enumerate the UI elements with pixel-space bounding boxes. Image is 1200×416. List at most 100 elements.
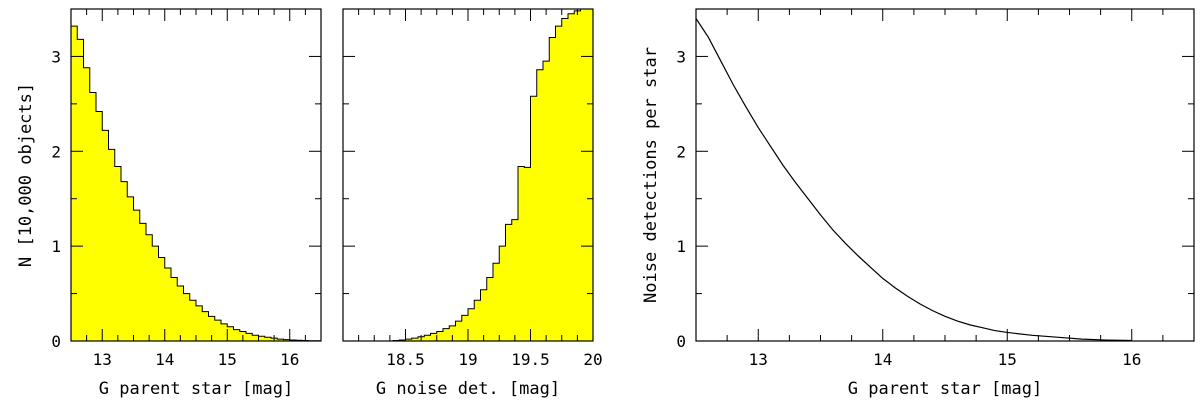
histogram-bar — [555, 26, 563, 342]
histogram-bar — [468, 308, 475, 341]
histogram-outline — [343, 8, 593, 342]
histogram-bar — [580, 9, 588, 341]
x-tick-label: 13 — [93, 350, 112, 369]
y-axis-label-3: Noise detections per star — [641, 47, 661, 303]
histogram-bar — [177, 285, 184, 341]
line-panel-noise-per-star: 13 14 15 16 0 1 2 3 G parent star [mag] Noise d… — [641, 8, 1195, 399]
histogram-bar — [480, 289, 488, 341]
histogram-bar — [430, 333, 438, 341]
x-tick-label: 18.5 — [386, 350, 425, 369]
histogram-bar — [518, 166, 525, 341]
histogram-bar — [158, 257, 166, 341]
x-axis-label-2: G noise det. [mag] — [376, 379, 560, 399]
histogram-bar — [164, 267, 172, 341]
histogram-bar — [102, 130, 109, 341]
histogram-bars-parent-star — [71, 25, 322, 342]
histogram-bar — [443, 328, 450, 341]
y-tick-label: 0 — [676, 332, 686, 351]
histogram-bar — [171, 277, 178, 341]
histogram-bar — [530, 96, 538, 341]
y-axis-label-1: N [10,000 objects] — [16, 83, 36, 267]
histogram-bar — [474, 300, 481, 341]
histogram-bar — [283, 339, 291, 341]
y-tick-label: 2 — [51, 142, 61, 161]
x-tick-label: 15 — [998, 350, 1017, 369]
histogram-bar — [258, 336, 266, 341]
histogram-bar — [511, 219, 519, 341]
x-tick-label: 16 — [280, 350, 299, 369]
histogram-bar — [146, 234, 153, 341]
histogram-bar — [108, 149, 116, 341]
axis-ticks-3: 13 14 15 16 0 1 2 3 — [676, 8, 1195, 369]
histogram-bar — [183, 293, 191, 341]
histogram-bar — [264, 337, 272, 341]
plot-frame-3 — [695, 8, 1195, 342]
histogram-bar — [493, 263, 500, 341]
histogram-bar — [127, 196, 134, 341]
histogram-bar — [114, 166, 122, 341]
x-tick-label: 14 — [155, 350, 174, 369]
histogram-bar — [277, 339, 284, 341]
histogram-bar — [449, 325, 456, 341]
histogram-bar — [436, 331, 444, 341]
histogram-panel-parent-star: 13 14 15 16 0 1 2 3 G parent star [mag] N [10,0… — [16, 8, 322, 399]
y-tick-label: 2 — [676, 142, 686, 161]
y-tick-label: 1 — [676, 237, 686, 256]
histogram-bar — [461, 315, 469, 341]
histogram-bar — [202, 311, 209, 341]
y-tick-label: 3 — [51, 47, 61, 66]
x-tick-label: 19.5 — [511, 350, 550, 369]
histogram-bar — [424, 335, 431, 341]
histogram-bar — [83, 67, 91, 341]
x-tick-label: 19 — [458, 350, 477, 369]
histogram-bar — [214, 320, 222, 341]
histogram-bar — [221, 323, 228, 341]
histogram-bar — [561, 18, 569, 341]
line-series-group — [695, 18, 1132, 342]
histogram-bar — [405, 339, 413, 341]
y-tick-label: 1 — [51, 237, 61, 256]
x-tick-label: 14 — [873, 350, 892, 369]
y-tick-label: 0 — [51, 332, 61, 351]
histogram-bar — [505, 224, 513, 341]
axis-ticks-2: 18.5 19 19.5 20 — [342, 8, 603, 369]
histogram-bar — [227, 326, 234, 341]
histogram-bar — [133, 210, 141, 341]
histogram-bar — [233, 329, 241, 341]
line-series — [695, 18, 1132, 342]
x-tick-label: 15 — [218, 350, 237, 369]
histogram-bar — [189, 300, 197, 341]
histogram-bar — [246, 333, 253, 341]
histogram-bar — [574, 10, 581, 341]
histogram-outline — [71, 25, 321, 342]
histogram-bar — [139, 223, 147, 341]
y-tick-label: 3 — [676, 47, 686, 66]
histogram-bar — [208, 316, 216, 341]
x-tick-label: 13 — [749, 350, 768, 369]
histogram-bar — [586, 9, 594, 341]
histogram-bar — [568, 13, 575, 341]
x-axis-label-1: G parent star [mag] — [99, 379, 293, 399]
histogram-bar — [543, 61, 550, 342]
histogram-bar — [536, 69, 544, 342]
histogram-bar — [549, 37, 556, 341]
histogram-bar — [71, 26, 78, 342]
x-tick-label: 16 — [1122, 350, 1141, 369]
histogram-bar — [455, 321, 463, 341]
histogram-bar — [89, 92, 97, 341]
histogram-bar — [486, 277, 494, 341]
histogram-panel-noise-detection: 18.5 19 19.5 20 G noise det. [mag] — [342, 8, 603, 399]
histogram-bar — [524, 167, 531, 341]
histogram-bar — [96, 111, 103, 342]
axis-ticks-1: 13 14 15 16 0 1 2 3 — [51, 8, 322, 369]
histogram-bar — [411, 338, 419, 341]
x-tick-label: 20 — [583, 350, 602, 369]
histogram-bar — [152, 246, 159, 341]
x-axis-label-3: G parent star [mag] — [848, 379, 1042, 399]
histogram-bar — [77, 39, 84, 342]
histogram-bar — [499, 246, 506, 341]
histogram-bars-noise-detection — [343, 8, 594, 342]
histogram-bar — [196, 305, 203, 341]
histogram-bar — [252, 335, 259, 341]
